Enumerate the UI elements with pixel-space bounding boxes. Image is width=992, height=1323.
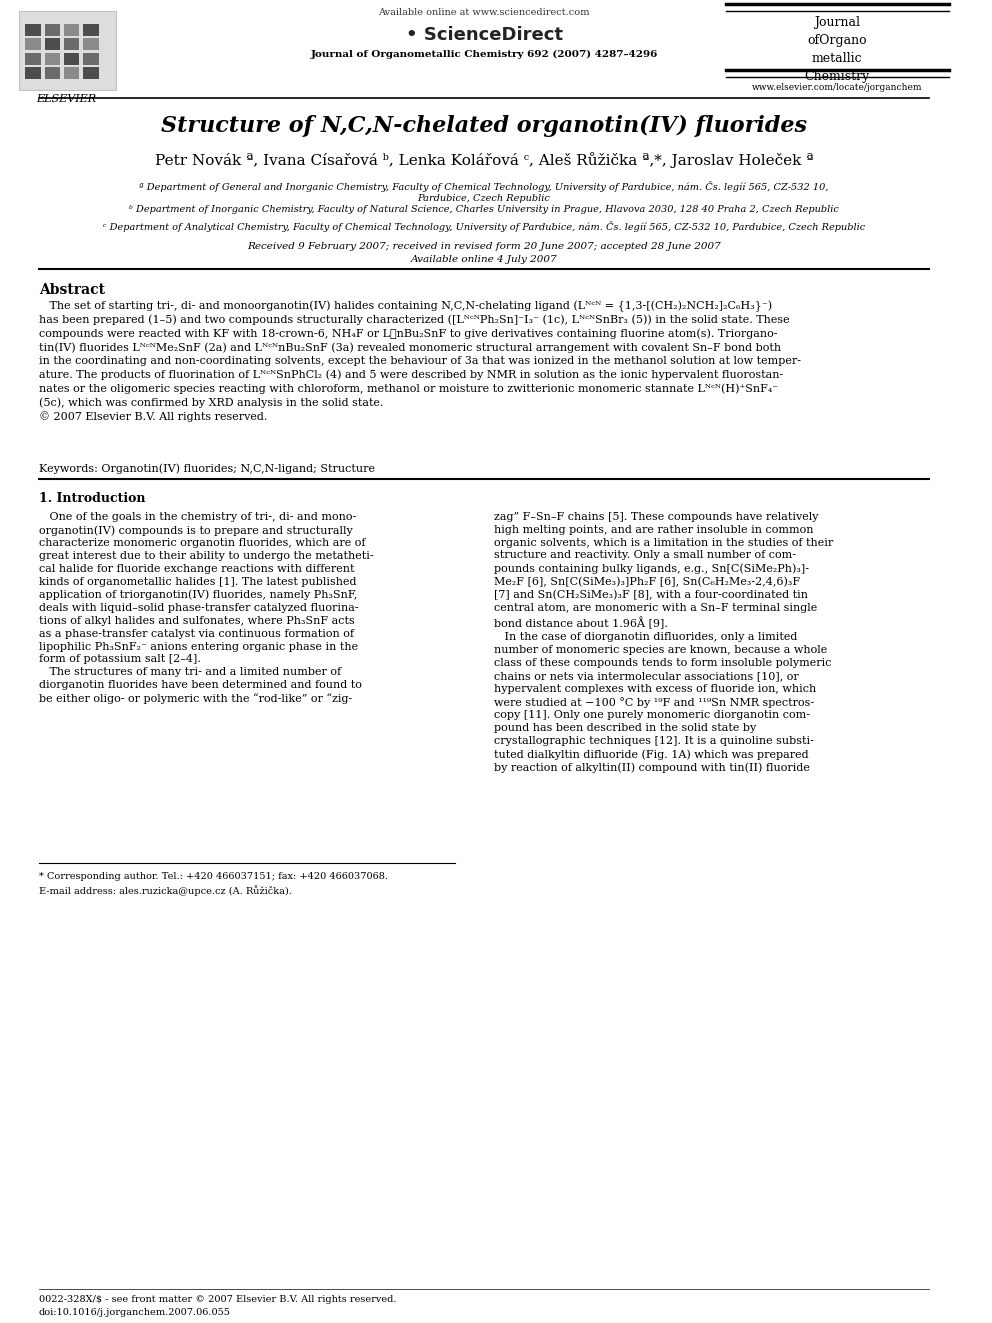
- Text: The set of starting tri-, di- and monoorganotin(IV) halides containing N,C,N-che: The set of starting tri-, di- and monoor…: [39, 300, 801, 422]
- Bar: [63, 53, 79, 65]
- Text: ª Department of General and Inorganic Chemistry, Faculty of Chemical Technology,: ª Department of General and Inorganic Ch…: [139, 181, 828, 204]
- Text: 0022-328X/$ - see front matter © 2007 Elsevier B.V. All rights reserved.: 0022-328X/$ - see front matter © 2007 El…: [39, 1295, 396, 1304]
- Text: www.elsevier.com/locate/jorganchem: www.elsevier.com/locate/jorganchem: [752, 83, 923, 93]
- Bar: [45, 53, 61, 65]
- Bar: [25, 53, 41, 65]
- Text: Petr Novák ª, Ivana Císařová ᵇ, Lenka Kolářová ᶜ, Aleš Růžička ª,*, Jaroslav Hol: Petr Novák ª, Ivana Císařová ᵇ, Lenka Ko…: [155, 152, 813, 168]
- Bar: [63, 24, 79, 36]
- Bar: [83, 24, 99, 36]
- Text: Abstract: Abstract: [39, 283, 105, 298]
- Text: Structure of N,C,N-chelated organotin(IV) fluorides: Structure of N,C,N-chelated organotin(IV…: [161, 115, 807, 138]
- Bar: [83, 67, 99, 79]
- Bar: [25, 38, 41, 50]
- Text: ᶜ Department of Analytical Chemistry, Faculty of Chemical Technology, University: ᶜ Department of Analytical Chemistry, Fa…: [103, 221, 865, 232]
- Bar: [45, 38, 61, 50]
- Text: ᵇ Department of Inorganic Chemistry, Faculty of Natural Science, Charles Univers: ᵇ Department of Inorganic Chemistry, Fac…: [129, 205, 839, 214]
- Text: doi:10.1016/j.jorganchem.2007.06.055: doi:10.1016/j.jorganchem.2007.06.055: [39, 1308, 230, 1318]
- Text: Journal of Organometallic Chemistry 692 (2007) 4287–4296: Journal of Organometallic Chemistry 692 …: [310, 50, 658, 60]
- Text: E-mail address: ales.ruzicka@upce.cz (A. Růžička).: E-mail address: ales.ruzicka@upce.cz (A.…: [39, 885, 292, 896]
- Bar: [25, 67, 41, 79]
- Text: Journal
ofOrgano
metallic
Chemistry: Journal ofOrgano metallic Chemistry: [805, 16, 870, 83]
- Text: • ScienceDirect: • ScienceDirect: [406, 26, 562, 45]
- Bar: [25, 24, 41, 36]
- Bar: [83, 38, 99, 50]
- Bar: [83, 53, 99, 65]
- Text: Available online at www.sciencedirect.com: Available online at www.sciencedirect.co…: [378, 8, 590, 17]
- Text: Received 9 February 2007; received in revised form 20 June 2007; accepted 28 Jun: Received 9 February 2007; received in re…: [247, 242, 721, 251]
- Text: Keywords: Organotin(IV) fluorides; N,C,N-ligand; Structure: Keywords: Organotin(IV) fluorides; N,C,N…: [39, 463, 375, 474]
- Bar: [63, 38, 79, 50]
- Bar: [45, 67, 61, 79]
- Bar: [45, 24, 61, 36]
- Text: One of the goals in the chemistry of tri-, di- and mono-
organotin(IV) compounds: One of the goals in the chemistry of tri…: [39, 512, 373, 704]
- Text: ELSEVIER: ELSEVIER: [36, 94, 96, 105]
- Text: 1. Introduction: 1. Introduction: [39, 492, 145, 505]
- Bar: [63, 67, 79, 79]
- Text: * Corresponding author. Tel.: +420 466037151; fax: +420 466037068.: * Corresponding author. Tel.: +420 46603…: [39, 872, 388, 881]
- FancyBboxPatch shape: [20, 11, 116, 90]
- Text: Available online 4 July 2007: Available online 4 July 2007: [411, 255, 558, 265]
- Text: zag” F–Sn–F chains [5]. These compounds have relatively
high melting points, and: zag” F–Sn–F chains [5]. These compounds …: [494, 512, 833, 773]
